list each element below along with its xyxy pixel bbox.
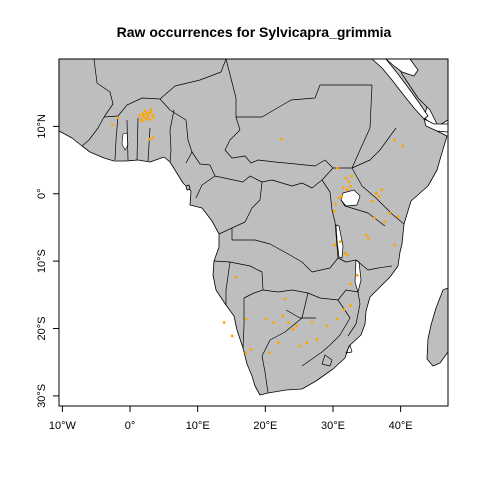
occurrence-point — [380, 188, 384, 192]
occurrence-point — [151, 136, 155, 140]
occurrence-point — [340, 195, 344, 198]
occurrence-point — [148, 118, 152, 121]
occurrence-point — [350, 174, 354, 178]
occurrence-point — [355, 273, 359, 277]
occurrence-point — [147, 111, 151, 115]
map-layer — [59, 59, 448, 396]
occurrence-point — [298, 344, 302, 348]
occurrence-point — [343, 251, 347, 255]
occurrence-point — [145, 117, 149, 121]
y-tick-label: 20°S — [36, 317, 48, 341]
x-tick-label: 0° — [125, 420, 136, 432]
occurrence-point — [345, 188, 349, 192]
x-axis: 10°W 0° 10°E 20°E 30°E 40°E — [49, 405, 413, 432]
occurrence-point — [151, 113, 154, 117]
occurrence-point — [396, 215, 400, 219]
occurrence-point — [291, 327, 295, 331]
madagascar — [426, 287, 448, 367]
occurrence-point — [276, 341, 280, 345]
occurrence-point — [286, 321, 290, 324]
occurrence-point — [222, 321, 226, 324]
mediterranean-gap — [385, 59, 419, 77]
occurrence-point — [111, 123, 114, 127]
occurrence-point — [116, 116, 120, 119]
occurrence-point — [366, 236, 370, 240]
occurrence-point — [349, 184, 352, 188]
occurrence-point — [349, 304, 352, 307]
x-tick-label: 10°W — [49, 420, 77, 432]
occurrence-points — [111, 108, 405, 355]
y-tick-label: 10°S — [36, 249, 48, 273]
occurrence-point — [140, 119, 144, 123]
occurrence-point — [344, 176, 348, 180]
occurrence-point — [332, 209, 336, 213]
x-tick-label: 40°E — [389, 420, 413, 432]
occurrence-point — [138, 114, 141, 117]
occurrence-point — [383, 220, 386, 223]
occurrence-point — [342, 308, 346, 311]
occurrence-point — [325, 324, 329, 328]
lake-volta — [121, 132, 129, 151]
arabia — [395, 59, 448, 127]
occurrence-point — [336, 166, 340, 170]
occurrence-point — [268, 351, 271, 355]
occurrence-point — [148, 137, 152, 141]
x-tick-label: 20°E — [253, 420, 277, 432]
occurrence-point — [143, 109, 147, 113]
occurrence-point — [341, 186, 345, 190]
occurrence-point — [144, 112, 148, 115]
y-axis: 10°N 0° 10°S 20°S 30°S — [36, 114, 60, 408]
occurrence-point — [305, 341, 308, 345]
occurrence-point — [345, 253, 349, 257]
occurrence-point — [372, 216, 376, 220]
occurrence-point — [234, 275, 238, 279]
occurrence-point — [245, 317, 248, 321]
occurrence-point — [333, 243, 337, 247]
country-borders — [81, 59, 405, 394]
occurrence-point — [370, 199, 374, 203]
occurrence-point — [347, 180, 350, 184]
occurrence-point — [310, 321, 314, 324]
occurrence-point — [281, 314, 285, 318]
occurrence-point — [335, 317, 339, 321]
occurrence-point — [393, 139, 396, 142]
chart-title: Raw occurrences for Sylvicapra_grimmia — [117, 24, 392, 40]
bioko-island — [185, 184, 191, 191]
occurrence-point — [249, 348, 253, 351]
red-sea — [371, 59, 429, 120]
occurrence-point — [264, 317, 268, 321]
occurrence-point — [315, 337, 319, 341]
occurrence-point — [334, 203, 338, 206]
occurrence-point — [152, 116, 156, 119]
gulf-of-aden — [423, 118, 448, 133]
x-tick-label: 10°E — [186, 420, 210, 432]
occurrence-point — [339, 240, 342, 244]
occurrence-point — [377, 195, 381, 198]
occurrence-point — [374, 191, 378, 195]
occurrence-point — [337, 196, 341, 200]
y-tick-label: 10°N — [36, 114, 48, 139]
y-tick-label: 0° — [36, 188, 48, 199]
occurrence-point — [388, 211, 392, 215]
occurrence-point — [244, 351, 248, 355]
occurrence-point — [364, 233, 368, 237]
occurrence-point — [283, 297, 287, 301]
occurrence-point — [272, 321, 275, 324]
occurrence-point — [393, 243, 396, 247]
occurrence-point — [142, 114, 146, 117]
occurrence-point — [401, 144, 405, 148]
y-tick-label: 30°S — [36, 384, 48, 408]
occurrence-point — [149, 108, 153, 111]
africa-landmass — [59, 59, 448, 396]
occurrence-point — [349, 282, 352, 286]
occurrence-point — [280, 137, 283, 141]
x-tick-label: 30°E — [321, 420, 345, 432]
occurrence-point — [295, 324, 298, 328]
occurrence-point — [230, 334, 234, 338]
occurrence-point — [146, 114, 150, 118]
